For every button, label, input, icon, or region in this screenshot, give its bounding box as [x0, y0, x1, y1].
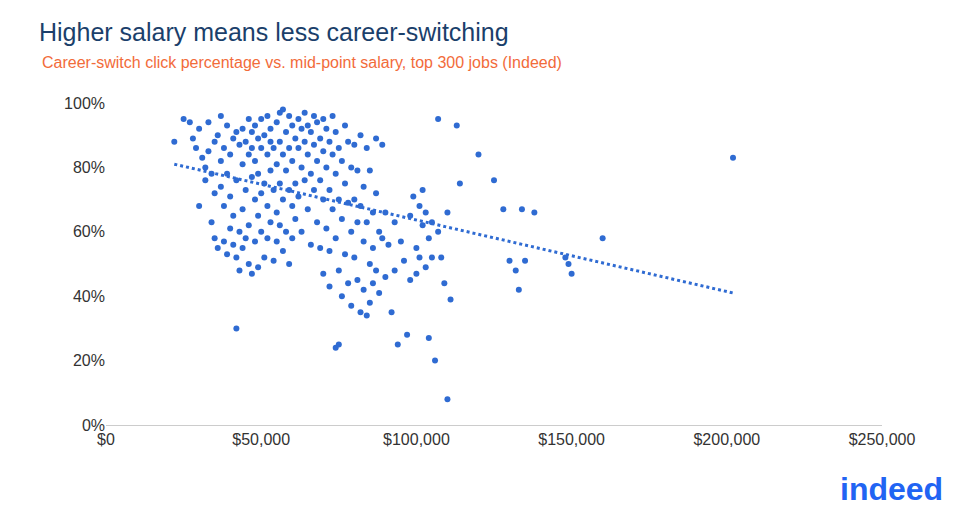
svg-text:indeed: indeed — [840, 471, 943, 507]
svg-text:Higher salary means less caree: Higher salary means less career-switchin… — [39, 18, 509, 46]
svg-text:$50,000: $50,000 — [232, 431, 290, 448]
svg-text:100%: 100% — [64, 95, 105, 112]
svg-text:0%: 0% — [82, 417, 105, 434]
svg-text:80%: 80% — [73, 159, 105, 176]
svg-text:$250,000: $250,000 — [849, 431, 916, 448]
svg-text:40%: 40% — [73, 288, 105, 305]
svg-text:$200,000: $200,000 — [693, 431, 760, 448]
svg-text:60%: 60% — [73, 223, 105, 240]
svg-text:20%: 20% — [73, 352, 105, 369]
svg-text:$100,000: $100,000 — [383, 431, 450, 448]
svg-text:$150,000: $150,000 — [538, 431, 605, 448]
svg-text:$0: $0 — [97, 431, 115, 448]
svg-text:Career-switch click percentage: Career-switch click percentage vs. mid-p… — [42, 54, 562, 71]
